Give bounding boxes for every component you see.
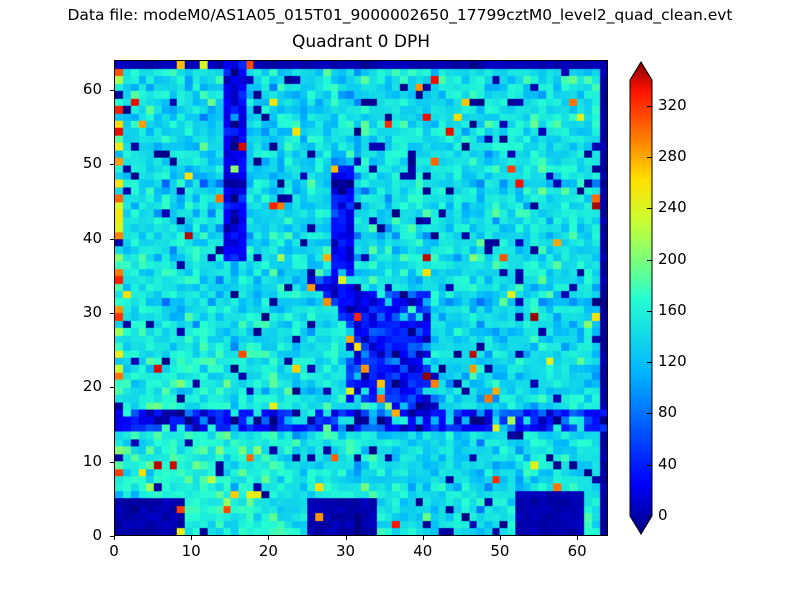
x-tick-mark: [499, 536, 501, 540]
y-tick-label: 50: [82, 154, 102, 173]
y-tick-label: 40: [82, 228, 102, 247]
x-tick-mark: [191, 536, 193, 540]
x-tick-mark: [268, 536, 270, 540]
x-tick-label: 50: [490, 542, 510, 560]
y-tick-label: 20: [82, 377, 102, 396]
colorbar-tick-mark: [647, 259, 652, 261]
colorbar-tick-mark: [647, 208, 652, 210]
y-tick-label: 0: [92, 526, 102, 544]
y-tick-label: 60: [82, 79, 102, 98]
y-tick-mark: [110, 238, 114, 240]
colorbar-tick-label: 80: [658, 403, 678, 422]
y-tick-mark: [110, 387, 114, 389]
colorbar-tick-label: 320: [658, 95, 687, 114]
colorbar-tick-label: 120: [658, 352, 687, 371]
colorbar-tick-mark: [647, 516, 652, 517]
colorbar-tick-mark: [647, 105, 652, 107]
y-tick-label: 10: [82, 451, 102, 470]
colorbar-tick-label: 160: [658, 300, 687, 319]
heatmap-axes: [114, 60, 608, 536]
axes-title: Quadrant 0 DPH: [292, 32, 430, 52]
colorbar: 0 40 80 120 160 200 240 280 320: [628, 58, 688, 538]
x-tick-label: 10: [181, 542, 201, 560]
colorbar-tick-mark: [647, 156, 652, 158]
figure-suptitle: Data file: modeM0/AS1A05_015T01_90000026…: [67, 6, 733, 24]
colorbar-tick-label: 240: [658, 198, 687, 217]
detector-heatmap-image: [115, 61, 607, 535]
colorbar-tick-mark: [647, 464, 652, 466]
x-tick-mark: [422, 536, 424, 540]
y-tick-mark: [110, 461, 114, 463]
x-tick-label: 0: [109, 542, 119, 560]
colorbar-tick-mark: [647, 310, 652, 312]
x-tick-label: 30: [336, 542, 356, 560]
x-tick-mark: [114, 536, 115, 540]
colorbar-gradient: [629, 61, 653, 535]
colorbar-tick-label: 200: [658, 249, 687, 268]
colorbar-tick-mark: [647, 413, 652, 415]
colorbar-tick-label: 280: [658, 146, 687, 165]
x-tick-mark: [577, 536, 579, 540]
y-tick-label: 30: [82, 302, 102, 321]
y-tick-mark: [110, 164, 114, 166]
x-tick-mark: [345, 536, 347, 540]
colorbar-tick-label: 40: [658, 454, 678, 473]
colorbar-tick-mark: [647, 362, 652, 364]
y-tick-mark: [110, 536, 114, 537]
y-tick-mark: [110, 89, 114, 91]
x-tick-label: 20: [258, 542, 278, 560]
x-tick-label: 60: [567, 542, 587, 560]
x-tick-label: 40: [413, 542, 433, 560]
y-tick-mark: [110, 312, 114, 314]
colorbar-tick-label: 0: [658, 506, 668, 524]
